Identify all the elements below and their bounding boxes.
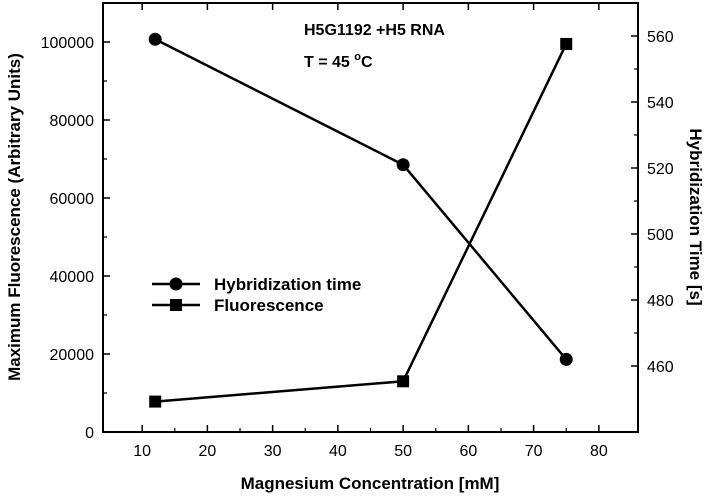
right-y-axis: 460 480 500 520 540 560: [631, 29, 674, 376]
x-axis: 10 20 30 40 50 60 70 80: [133, 3, 608, 460]
left-y-axis: 0 20000 40000 60000 80000 100000: [41, 35, 110, 442]
legend-marker-square: [170, 299, 182, 311]
sample-annotation: H5G1192 +H5 RNA: [304, 22, 445, 39]
x-tick-label: 50: [394, 443, 412, 460]
left-y-tick-label: 40000: [50, 269, 95, 286]
data-point-hybridization: [396, 158, 410, 172]
legend-label-hybridization: Hybridization time: [214, 275, 361, 294]
left-y-tick-label: 80000: [50, 113, 95, 130]
data-point-hybridization: [148, 32, 162, 46]
right-y-tick-label: 560: [647, 29, 674, 46]
legend-marker-circle: [169, 277, 183, 291]
right-y-tick-label: 480: [647, 293, 674, 310]
right-y-tick-label: 520: [647, 161, 674, 178]
legend-label-fluorescence: Fluorescence: [214, 296, 324, 315]
data-point-hybridization: [559, 352, 573, 366]
x-tick-label: 60: [459, 443, 477, 460]
right-y-tick-label: 460: [647, 359, 674, 376]
x-axis-title: Magnesium Concentration [mM]: [241, 474, 500, 493]
x-tick-label: 40: [329, 443, 347, 460]
x-tick-label: 70: [525, 443, 543, 460]
series-layer: [148, 32, 573, 408]
left-y-tick-label: 20000: [50, 347, 95, 364]
right-y-tick-label: 540: [647, 95, 674, 112]
right-y-axis-title: Hybridization Time [s]: [686, 128, 705, 305]
x-tick-label: 10: [133, 443, 151, 460]
temperature-annotation: T = 45 oC: [304, 51, 373, 71]
series-line-fluorescence: [155, 43, 568, 403]
left-y-tick-label: 0: [85, 425, 94, 442]
x-tick-label: 30: [264, 443, 282, 460]
left-y-axis-title: Maximum Fluorescence (Arbitrary Units): [5, 53, 24, 381]
x-tick-label: 80: [590, 443, 608, 460]
right-y-tick-label: 500: [647, 227, 674, 244]
legend: Hybridization time Fluorescence: [152, 275, 361, 315]
data-point-fluorescence: [397, 375, 410, 388]
left-y-tick-label: 60000: [50, 191, 95, 208]
x-tick-label: 20: [198, 443, 216, 460]
left-y-tick-label: 100000: [41, 35, 94, 52]
data-point-fluorescence: [149, 395, 162, 408]
data-point-fluorescence: [560, 37, 573, 50]
